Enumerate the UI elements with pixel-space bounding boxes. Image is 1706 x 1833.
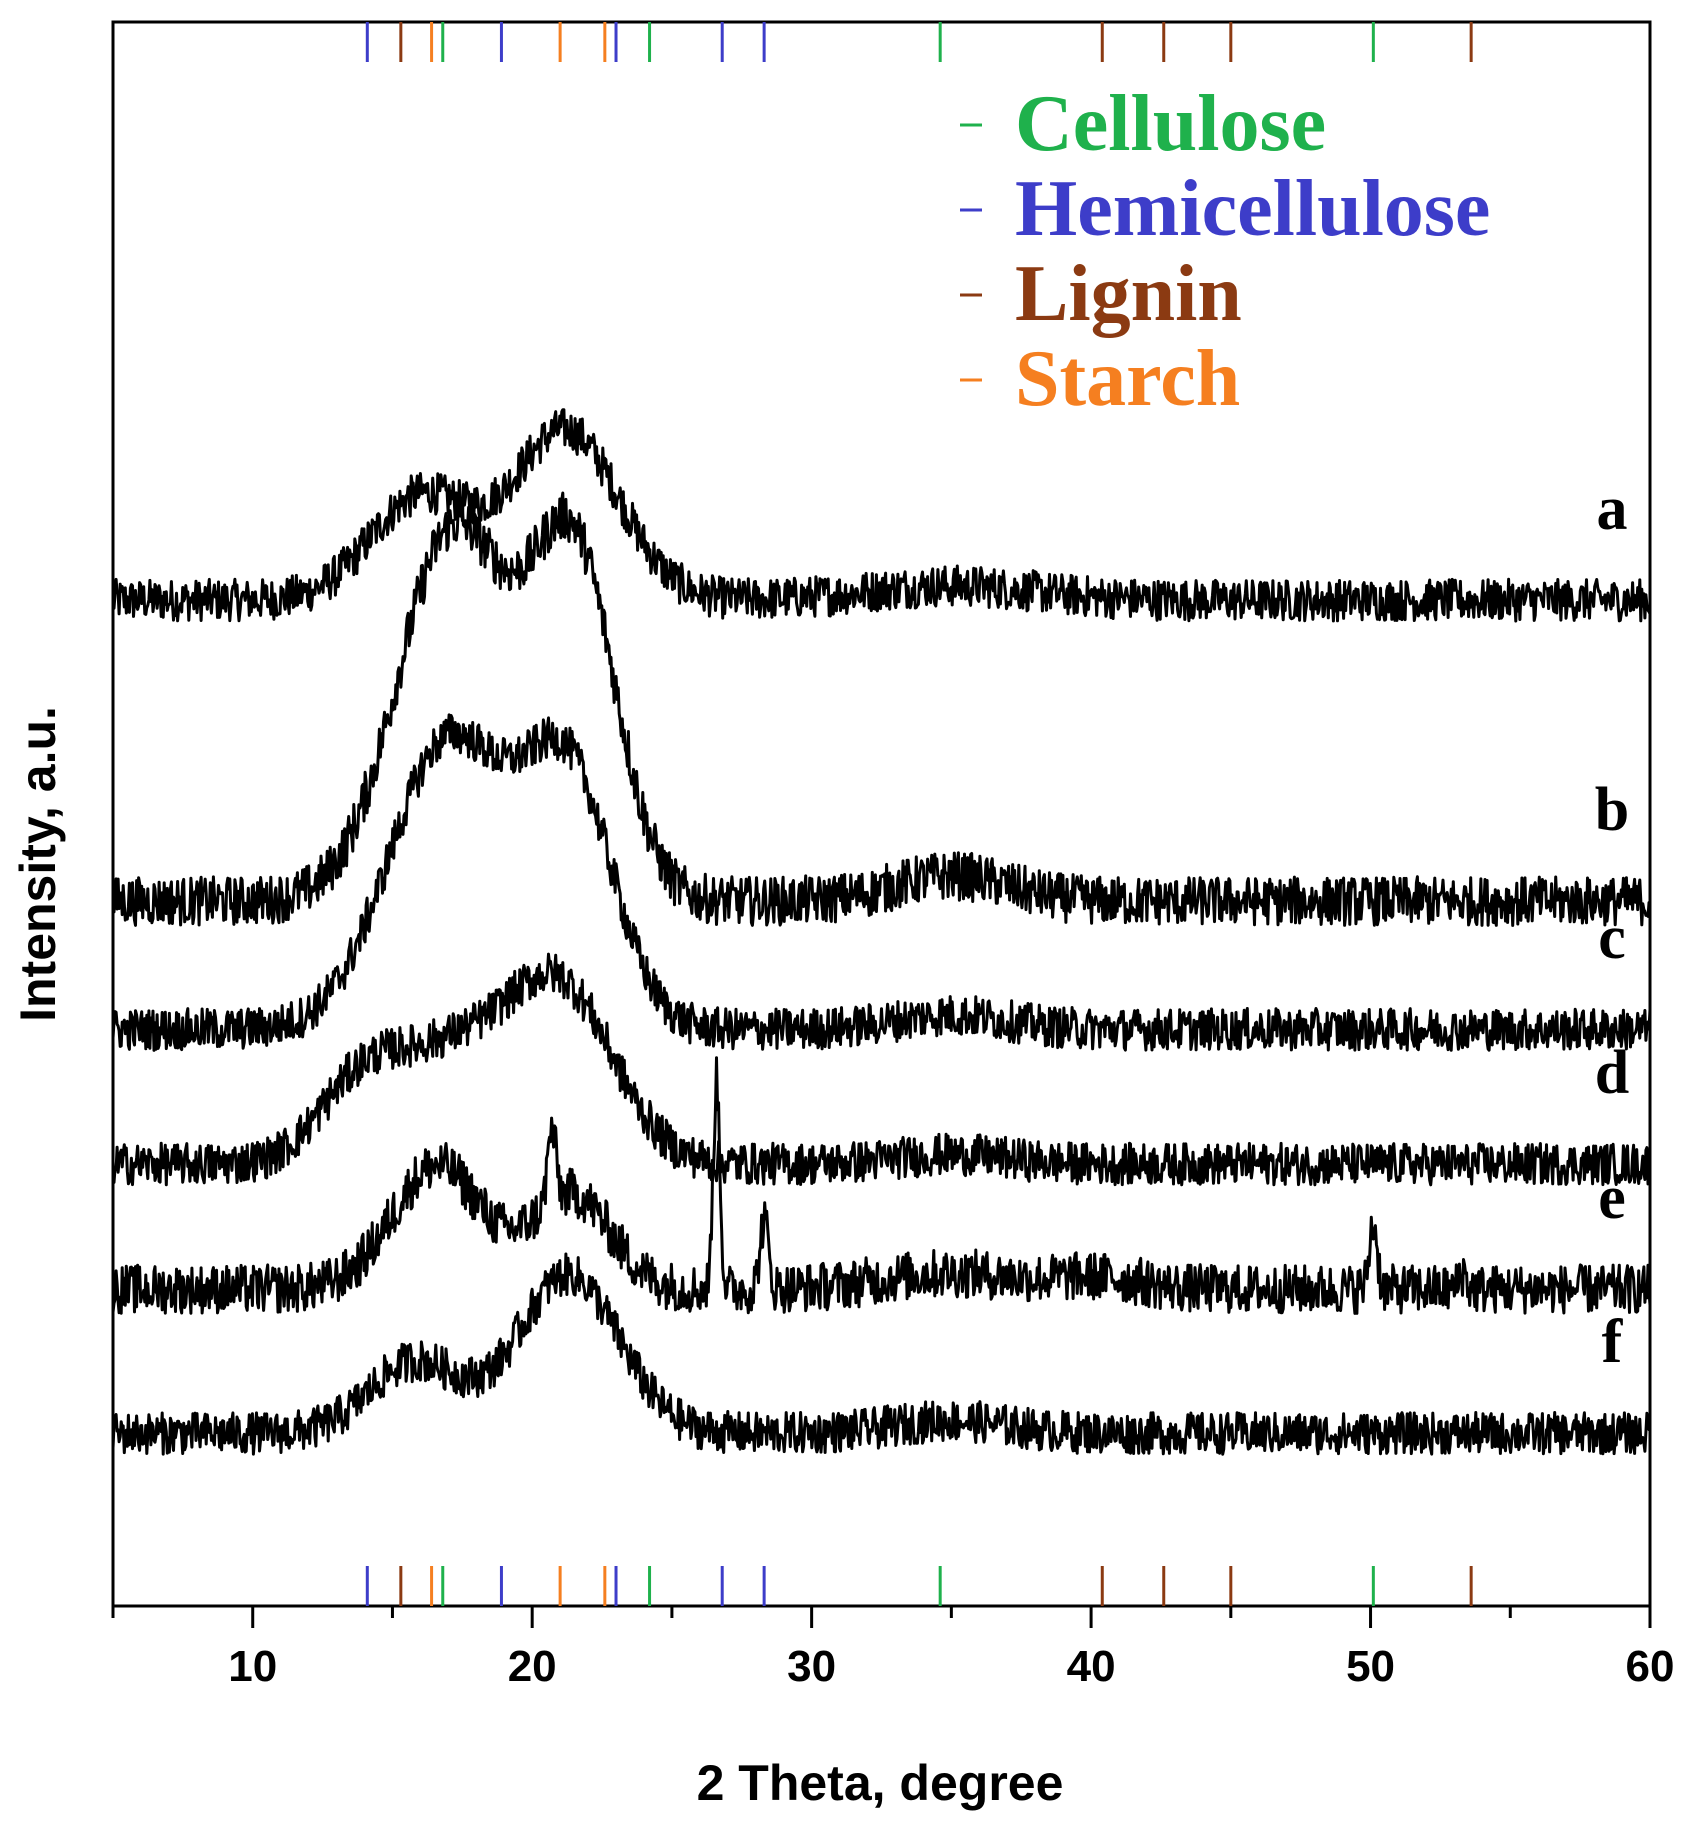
- curve-e: [111, 1056, 1652, 1315]
- curve-label-e: e: [1598, 1164, 1626, 1232]
- x-axis-ticks: [111, 1606, 1652, 1628]
- curve-label-f: f: [1602, 1308, 1624, 1376]
- curve-c: [111, 713, 1652, 1052]
- curve-d: [111, 952, 1652, 1187]
- curve-label-d: d: [1595, 1039, 1629, 1107]
- curve-f: [111, 1252, 1652, 1456]
- curve-b: [111, 491, 1652, 927]
- legend-label-starch: Starch: [1015, 335, 1240, 423]
- x-axis-title: 2 Theta, degree: [697, 1755, 1064, 1811]
- diffraction-curves: [111, 408, 1652, 1456]
- x-tick-label: 40: [1067, 1642, 1116, 1691]
- x-tick-label: 10: [228, 1642, 277, 1691]
- x-tick-label: 50: [1346, 1642, 1395, 1691]
- reference-markers-bottom: [365, 1566, 1473, 1606]
- reference-markers-top: [365, 22, 1473, 62]
- legend-label-lignin: Lignin: [1015, 250, 1242, 338]
- curve-label-c: c: [1598, 904, 1626, 972]
- x-tick-label: 30: [787, 1642, 836, 1691]
- x-axis-tick-labels: 10 20 30 40 50 60: [228, 1642, 1674, 1691]
- plot-frame: [111, 20, 1652, 1608]
- curve-a: [111, 408, 1652, 623]
- legend-label-hemicellulose: Hemicellulose: [1015, 165, 1490, 253]
- curve-label-b: b: [1595, 776, 1629, 844]
- curve-label-a: a: [1597, 475, 1628, 543]
- x-tick-label: 20: [508, 1642, 557, 1691]
- x-tick-label: 60: [1626, 1642, 1675, 1691]
- y-axis-title: Intensity, a.u.: [10, 706, 66, 1022]
- legend-label-cellulose: Cellulose: [1015, 80, 1326, 168]
